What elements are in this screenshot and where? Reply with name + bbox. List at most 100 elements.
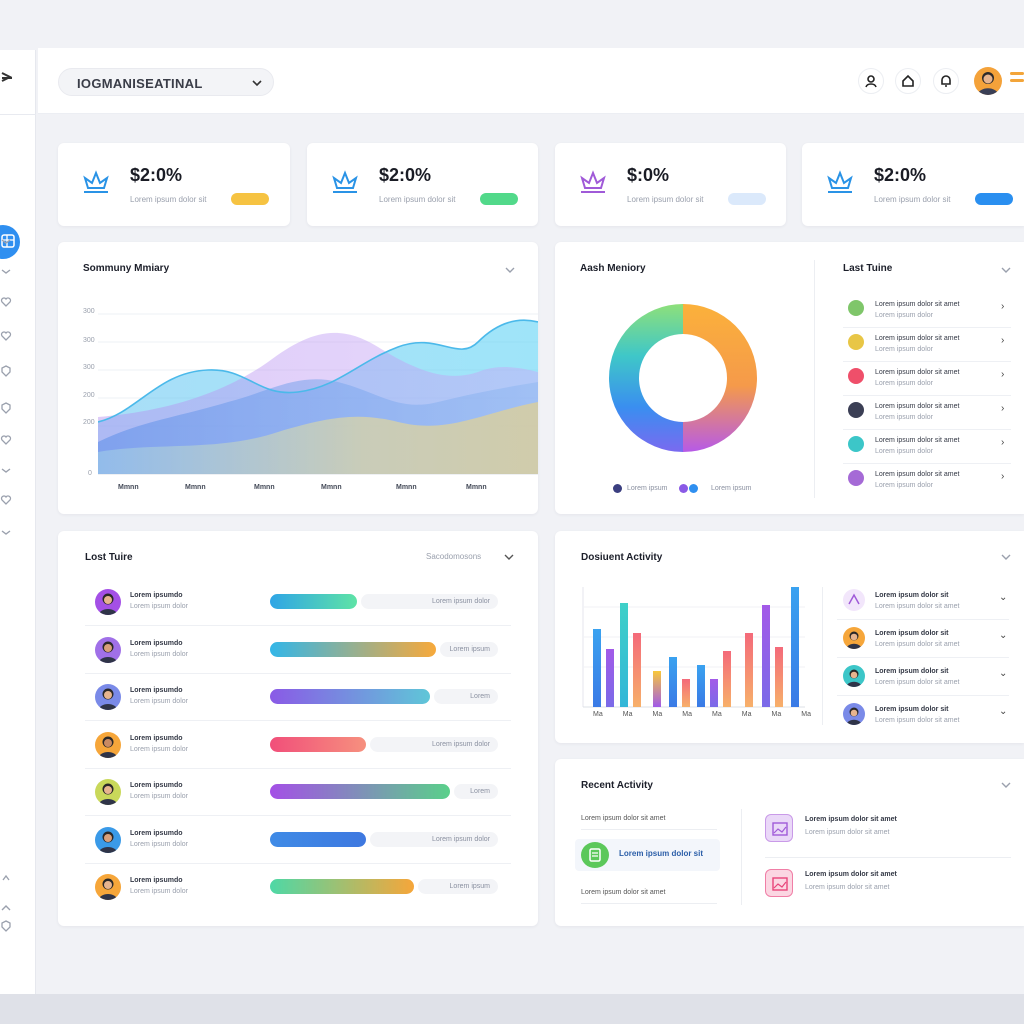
stat-value: $:0% (627, 165, 670, 185)
chevron-down-icon[interactable] (1000, 779, 1012, 791)
progress-bar (270, 831, 366, 847)
chevron-down-icon[interactable]: ⌄ (999, 668, 1008, 679)
avatar[interactable] (974, 67, 1002, 95)
x-tick: Mmnn (118, 484, 139, 491)
list-item-subtitle: Lorem ipsum dolor sit amet (875, 641, 960, 648)
list-item-title: Lorem ipsum dolor sit amet (875, 335, 960, 342)
row-pill[interactable]: Lorem ipsum (418, 879, 498, 894)
sidebar-item-7[interactable] (0, 434, 14, 448)
chevron-right-icon[interactable]: › (1001, 471, 1005, 482)
divider (85, 862, 511, 864)
stat-badge (728, 193, 766, 205)
sidebar-item-2[interactable] (0, 265, 14, 279)
bar-chart (582, 587, 805, 708)
divider (843, 429, 1011, 430)
stat-badge (231, 193, 269, 205)
sidebar-item-9[interactable] (0, 494, 14, 508)
x-tick: Ma (682, 711, 692, 718)
chevron-right-icon[interactable]: › (1001, 403, 1005, 414)
sidebar-item-5[interactable] (0, 365, 14, 379)
sidebar-item-1[interactable] (0, 235, 14, 249)
sidebar (0, 50, 36, 995)
highlighted-activity[interactable]: Lorem ipsum dolor sit (575, 839, 720, 871)
divider (581, 903, 717, 904)
activity-text: Lorem ipsum dolor sit amet (581, 815, 666, 822)
avatar (95, 874, 121, 900)
bell-icon (941, 75, 951, 87)
image-icon (765, 814, 793, 842)
stat-card-2: $2:0% Lorem ipsum dolor sit (307, 143, 538, 226)
top-bar: IOGMANISEATINAL (38, 48, 1024, 114)
x-tick: Mmnn (396, 484, 417, 491)
list-item-title: Lorem ipsum dolor sit (875, 592, 949, 599)
divider (843, 361, 1011, 362)
home-button[interactable] (895, 68, 921, 94)
chevron-down-icon[interactable]: ⌄ (999, 592, 1008, 603)
divider (843, 395, 1011, 396)
sidebar-item-10[interactable] (0, 526, 14, 540)
chevron-right-icon[interactable]: › (1001, 301, 1005, 312)
highlight-text: Lorem ipsum dolor sit (619, 849, 704, 858)
sidebar-item-dashboard[interactable] (0, 225, 20, 259)
sidebar-item-settings[interactable] (0, 920, 14, 934)
x-tick: Ma (741, 711, 752, 718)
sidebar-item-collapse[interactable] (0, 902, 14, 916)
notifications-button[interactable] (933, 68, 959, 94)
card-title: Sommuny Mmiary (83, 263, 170, 274)
list-item-title: Lorem ipsum dolor sit amet (875, 437, 960, 444)
row-pill[interactable]: Lorem ipsum dolor (370, 736, 498, 752)
chevron-down-icon[interactable]: ⌄ (999, 630, 1008, 641)
avatar (843, 627, 865, 649)
list-item-title: Lorem ipsum dolor sit amet (875, 301, 960, 308)
card-title: Recent Activity (581, 780, 653, 791)
sidebar-item-4[interactable] (0, 330, 14, 344)
donut-card: Aash Meniory Lorem ipsum Lorem ipsum Las… (555, 242, 1024, 514)
chevron-right-icon[interactable]: › (1001, 437, 1005, 448)
avatar (95, 636, 121, 663)
avatar (843, 665, 865, 687)
chevron-down-icon[interactable] (1000, 264, 1012, 276)
row-pill[interactable]: Lorem (434, 689, 498, 704)
x-tick: Ma (771, 711, 782, 718)
hamburger-menu-icon[interactable] (1010, 72, 1024, 86)
stat-card-1: $2:0% Lorem ipsum dolor sit (58, 143, 290, 226)
chevron-down-icon[interactable] (1000, 551, 1012, 563)
row-name: Lorem ipsumdo (130, 687, 183, 694)
filter-label[interactable]: Sacodomosons (426, 552, 482, 561)
chevron-right-icon[interactable]: › (1001, 335, 1005, 346)
stat-value: $2:0% (130, 165, 183, 185)
avatar (95, 589, 121, 615)
user-button[interactable] (858, 68, 884, 94)
list-item-title: Lorem ipsum dolor sit amet (875, 403, 960, 410)
row-pill[interactable]: Lorem (454, 784, 498, 799)
sidebar-item-help[interactable] (0, 872, 14, 886)
sidebar-item-6[interactable] (0, 402, 14, 416)
stat-subtitle: Lorem ipsum dolor sit (379, 195, 456, 204)
stat-value: $2:0% (379, 165, 432, 185)
sidebar-item-3[interactable] (0, 296, 14, 310)
chevron-down-icon[interactable] (503, 551, 515, 563)
shield-icon (1, 365, 11, 377)
chevron-down-icon[interactable]: ⌄ (999, 706, 1008, 717)
list-item-title: Lorem ipsum dolor sit amet (875, 369, 960, 376)
menu-icon[interactable] (0, 68, 16, 92)
divider (85, 672, 511, 674)
chevron-right-icon[interactable]: › (1001, 369, 1005, 380)
search-input[interactable]: IOGMANISEATINAL (58, 68, 274, 96)
crown-icon (827, 170, 853, 193)
card-title: Last Tuine (843, 263, 893, 274)
row-pill[interactable]: Lorem ipsum (440, 641, 498, 657)
chevron-down-icon[interactable] (251, 77, 263, 89)
x-tick: Ma (622, 711, 633, 718)
x-tick: Mmnn (466, 484, 487, 491)
area-chart (98, 313, 538, 475)
row-pill[interactable]: Lorem ipsum dolor (370, 831, 498, 847)
row-pill[interactable]: Lorem ipsum dolor (361, 594, 498, 609)
chevron-down-icon[interactable] (504, 264, 516, 276)
user-icon (865, 75, 877, 88)
sidebar-item-8[interactable] (0, 464, 14, 478)
avatar (95, 731, 121, 758)
divider (85, 767, 511, 769)
list-item-subtitle: Lorem ipsum dolor (875, 312, 933, 319)
divider (843, 463, 1011, 464)
